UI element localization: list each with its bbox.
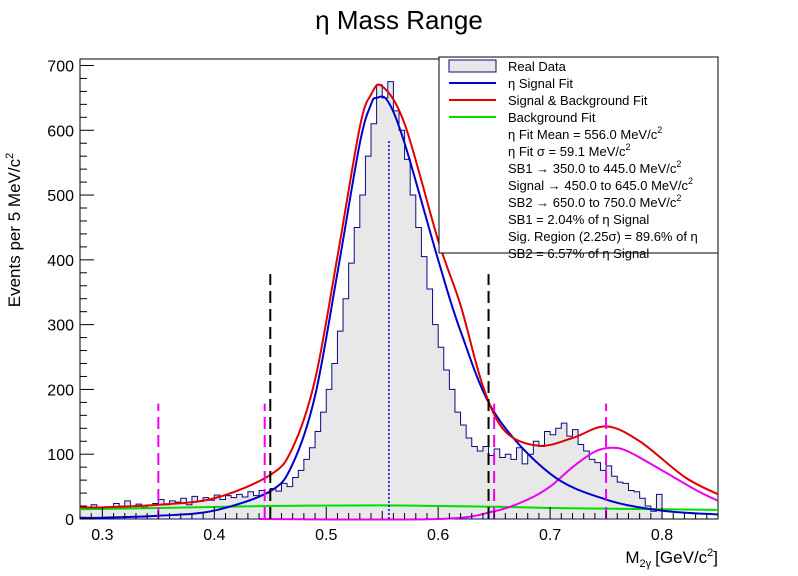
legend-info-text-7: SB2 = 6.57% of η Signal xyxy=(508,246,649,261)
legend-label-3: Background Fit xyxy=(508,110,596,125)
legend-info-text-2: SB1 → 350.0 to 445.0 MeV/c xyxy=(508,161,677,176)
y-tick-label-0: 0 xyxy=(65,512,74,529)
x-axis-label-close: ] xyxy=(713,548,718,567)
x-axis-label-sub: 2γ xyxy=(640,558,652,570)
x-tick-label-3: 0.6 xyxy=(427,527,449,544)
y-tick-label-2: 200 xyxy=(47,382,74,399)
y-axis-label-sup: 2 xyxy=(4,153,16,159)
legend-info-4: SB2 → 650.0 to 750.0 MeV/c2 xyxy=(508,193,681,210)
legend-info-7: SB2 = 6.57% of η Signal xyxy=(508,246,649,261)
y-tick-label-5: 500 xyxy=(47,188,74,205)
x-axis-label-main: M xyxy=(625,548,639,567)
x-axis-label: M2γ [GeV/c2] xyxy=(625,547,718,570)
x-tick-label-4: 0.7 xyxy=(539,527,561,544)
legend-info-text-6: Sig. Region (2.25σ) = 89.6% of η xyxy=(508,229,698,244)
plot-area: 0.3 0.4 0.5 0.6 0.7 0.8 0 100 200 300 400 500 600 700 xyxy=(47,58,719,544)
second-peak-fit-line xyxy=(259,446,719,521)
legend-info-sup-1: 2 xyxy=(626,142,631,152)
legend-box xyxy=(438,56,719,254)
legend-info-text-4: SB2 → 650.0 to 750.0 MeV/c xyxy=(508,195,677,210)
x-tick-label-0: 0.3 xyxy=(91,527,113,544)
chart-title: η Mass Range xyxy=(315,5,483,35)
legend-label-2: Signal & Background Fit xyxy=(508,93,648,108)
legend-info-text-1: η Fit σ = 59.1 MeV/c xyxy=(508,144,626,159)
y-axis-label: Events per 5 MeV/c2 xyxy=(4,153,24,307)
x-tick-label-5: 0.8 xyxy=(651,527,673,544)
legend-info-1: η Fit σ = 59.1 MeV/c2 xyxy=(508,142,631,159)
legend-info-sup-3: 2 xyxy=(688,176,693,186)
background-fit-line xyxy=(79,504,719,511)
x-tick-label-1: 0.4 xyxy=(203,527,225,544)
legend-info-6: Sig. Region (2.25σ) = 89.6% of η xyxy=(508,229,698,244)
x-axis-label-unit: [GeV/c xyxy=(655,548,707,567)
legend: Real Data η Signal Fit Signal & Background… xyxy=(438,56,719,261)
legend-swatch-0 xyxy=(448,59,497,73)
y-tick-label-3: 300 xyxy=(47,318,74,335)
y-tick-label-1: 100 xyxy=(47,447,74,464)
y-tick-label-6: 600 xyxy=(47,123,74,140)
legend-label-0: Real Data xyxy=(508,59,567,74)
y-axis-label-main: Events per 5 MeV/c xyxy=(5,158,24,307)
x-tick-label-2: 0.5 xyxy=(315,527,337,544)
legend-info-0: η Fit Mean = 556.0 MeV/c2 xyxy=(508,125,662,142)
legend-info-sup-0: 2 xyxy=(657,125,662,135)
legend-label-1: η Signal Fit xyxy=(508,76,573,91)
legend-info-text-5: SB1 = 2.04% of η Signal xyxy=(508,212,649,227)
x-axis-label-sup: 2 xyxy=(707,547,713,559)
histogram-real-data xyxy=(79,81,663,520)
legend-info-3: Signal → 450.0 to 645.0 MeV/c2 xyxy=(508,176,693,193)
legend-info-text-0: η Fit Mean = 556.0 MeV/c xyxy=(508,127,658,142)
legend-info-sup-4: 2 xyxy=(676,193,681,203)
legend-info-text-3: Signal → 450.0 to 645.0 MeV/c xyxy=(508,178,688,193)
legend-info-sup-2: 2 xyxy=(676,159,681,169)
legend-info-5: SB1 = 2.04% of η Signal xyxy=(508,212,649,227)
signal-background-fit-line xyxy=(79,83,719,509)
signal-fit-line xyxy=(79,95,719,519)
legend-info-2: SB1 → 350.0 to 445.0 MeV/c2 xyxy=(508,159,681,176)
y-tick-label-4: 400 xyxy=(47,253,74,270)
y-tick-label-7: 700 xyxy=(47,58,74,75)
